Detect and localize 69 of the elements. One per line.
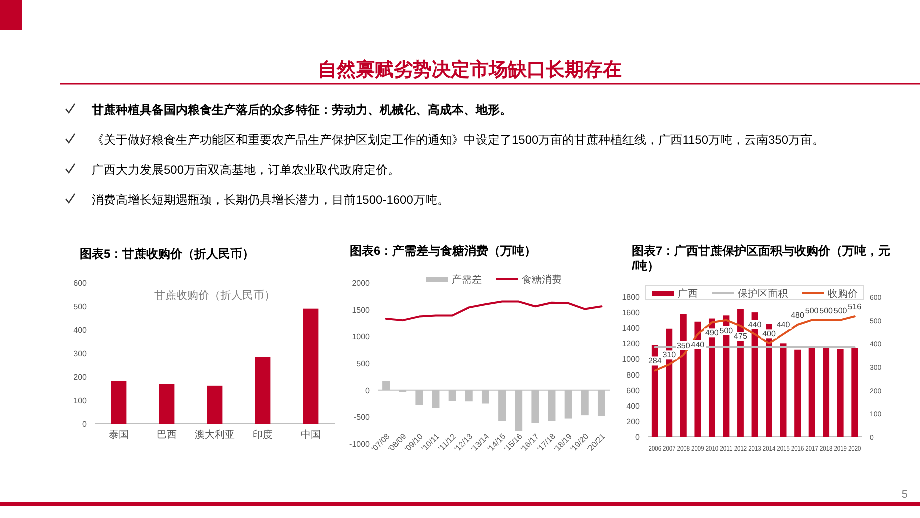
text: 5: [902, 489, 908, 501]
y-tick-label: 500: [74, 302, 88, 312]
x-tick-label: 泰国: [109, 430, 129, 441]
data-label: 500: [805, 306, 820, 316]
data-label: 475: [734, 332, 748, 342]
y-tick-label: 600: [74, 279, 88, 288]
x-tick-label: 巴西: [157, 430, 177, 441]
data-label: 500: [834, 306, 848, 316]
y-tick-label: 0: [366, 386, 371, 396]
data-label: 400: [762, 330, 776, 339]
data-label: 516: [848, 302, 862, 312]
bar: [794, 350, 802, 437]
y-tick-label: 300: [74, 350, 88, 358]
y-tick-label: 0: [82, 420, 88, 429]
text: 《关于做好粮食生产功能区和重要农产品生产保护区划定工作的通知》中设定了1500万亩的甘蔗种植红线，广西1150万吨，云南350万亩。: [92, 133, 825, 147]
legend-label: 收购价: [828, 288, 858, 300]
text: 甘蔗种植具备国内粮食生产落后的众多特征：劳动力、机械化、高成本、地形。: [91, 103, 512, 117]
x-tick-label: 印度: [253, 429, 273, 441]
y-tick-label: 2000: [352, 279, 371, 288]
y-tick-label: 500: [356, 360, 371, 368]
text: 甘蔗收购价（折人民币）: [154, 289, 276, 302]
legend-label: 保护区面积: [738, 288, 788, 300]
y-tick-label: 1000: [352, 332, 371, 342]
data-label: 490: [706, 328, 720, 338]
bar: [111, 380, 127, 424]
legend-label: 产需差: [452, 274, 482, 286]
y-tick-label: 1400: [622, 324, 641, 334]
y-tick-label: -500: [354, 413, 371, 422]
chart-title: 图表5：甘蔗收购价（折人民币）: [80, 247, 255, 261]
y-tick-label: -1000: [350, 440, 371, 449]
legend-label: 食糖消费: [522, 274, 562, 286]
y-tick-label: 400: [626, 402, 641, 411]
y-tick-label: 0: [636, 433, 641, 442]
data-label: 440: [776, 320, 791, 330]
y-tick-label: 800: [626, 370, 641, 380]
bar: [780, 344, 787, 437]
text: 消费高增长短期遇瓶颈，长期仍具增长潜力，目前1500-1600万吨。: [92, 193, 450, 207]
text: 自然禀赋劣势决定市场缺口长期存在: [318, 59, 622, 81]
text: 广西大力发展500万亩双高基地，订单农业取代政府定价。: [92, 163, 400, 177]
bar: [852, 348, 858, 437]
x-tick-label: 澳大利亚: [195, 429, 235, 441]
legend-label: 广西: [678, 288, 698, 300]
bar: [808, 348, 816, 437]
bar: [303, 308, 319, 424]
data-label: 440: [748, 320, 762, 330]
chart-title: 图表6：产需差与食糖消费（万吨）: [350, 244, 537, 258]
data-label: 284: [648, 356, 662, 366]
y-tick-label: 200: [626, 417, 641, 426]
data-label: 480: [791, 311, 806, 320]
bar: [823, 348, 830, 437]
chart-title: 图表7：广西甘蔗保护区面积与收购价（万吨，元/吨）: [632, 244, 891, 273]
y-tick-label: 1800: [622, 293, 641, 302]
y-tick-label: 100: [74, 396, 88, 406]
bar: [159, 384, 175, 424]
bar: [255, 357, 271, 424]
y-tick-label: 1500: [352, 306, 371, 315]
bar: [837, 349, 844, 437]
line-series: [385, 300, 603, 322]
x-tick-label: 中国: [301, 429, 321, 441]
y-tick-label: 600: [626, 386, 641, 396]
data-label: 500: [720, 326, 734, 336]
data-label: 500: [820, 306, 834, 316]
y-tick-label: 400: [74, 326, 88, 335]
y-tick-label: 1000: [622, 355, 641, 364]
bar: [207, 386, 223, 424]
y-tick-label: 1200: [622, 340, 641, 349]
data-label: 310: [662, 350, 677, 360]
y-tick-label: 1600: [622, 308, 641, 318]
y-tick-label: 200: [74, 373, 88, 382]
